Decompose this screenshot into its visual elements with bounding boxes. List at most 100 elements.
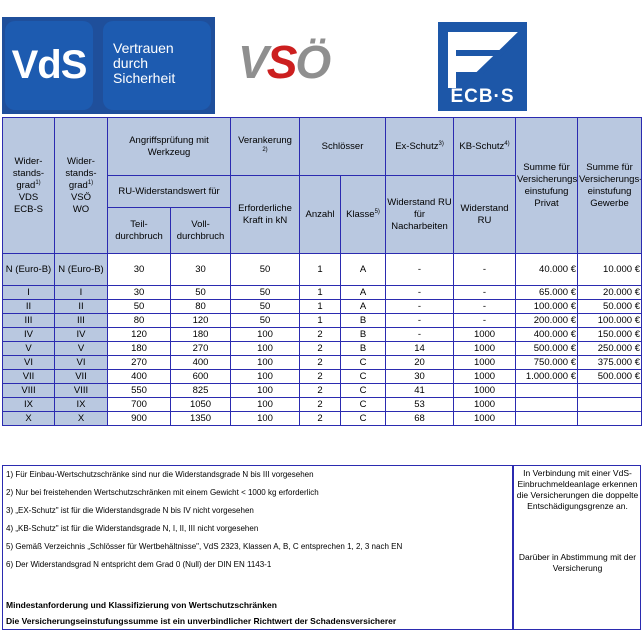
cell-klasse: C [340, 369, 387, 384]
cell-voll: 400 [169, 355, 232, 370]
cell-kb: 1000 [453, 383, 517, 398]
header-kb-schutz: KB-Schutz4) [453, 117, 517, 176]
table-row: IX IX 700 1050 100 2 C 53 1000 [2, 397, 642, 412]
cell-anzahl: 1 [299, 253, 342, 286]
table-row: II II 50 80 50 1 A - -100.000 €50.000 € [2, 299, 642, 314]
table-row: N (Euro-B) N (Euro-B) 30 30 50 1 A - -40.000 €10… [2, 253, 642, 286]
cell-anzahl: 2 [299, 327, 342, 342]
table-row: VIII VIII 550 825 100 2 C 41 1000 [2, 383, 642, 398]
cell-kraft: 50 [230, 253, 301, 286]
cell-kb: 1000 [453, 327, 517, 342]
cell-teil: 120 [107, 327, 171, 342]
cell-teil: 400 [107, 369, 171, 384]
cell-klasse: A [340, 299, 387, 314]
cell-gewerbe: 375.000 € [577, 355, 642, 370]
cell-ex: 30 [385, 369, 455, 384]
cell-teil: 50 [107, 299, 171, 314]
cell-klasse: C [340, 397, 387, 412]
header-wg-vds: Wider- stands- grad1) VDS ECB-S [2, 117, 55, 254]
cell-anzahl: 1 [299, 299, 342, 314]
cell-privat: 65.000 € [515, 285, 579, 300]
header-kraft: Erforderliche Kraft in kN [230, 175, 301, 254]
cell-vso: X [54, 411, 108, 426]
footnote-3: 3) „EX-Schutz" ist für die Widerstandsgr… [6, 506, 254, 515]
table-row: III III 80 120 50 1 B - -200.000 €100.000 € [2, 313, 642, 328]
cell-gewerbe [577, 397, 642, 412]
cell-voll: 80 [169, 299, 232, 314]
vso-logo-v: V [238, 36, 269, 88]
cell-kb: 1000 [453, 341, 517, 356]
cell-vds: X [2, 411, 55, 426]
cell-teil: 700 [107, 397, 171, 412]
header-ex-sub: Widerstand RU für Nacharbeiten [385, 175, 455, 254]
resistance-table: Wider- stands- grad1) VDS ECB-S Wider- s… [2, 117, 642, 426]
summary-title: Mindestanforderung und Klassifizierung v… [6, 600, 277, 610]
cell-klasse: A [340, 285, 387, 300]
cell-kb: - [453, 299, 517, 314]
cell-gewerbe: 50.000 € [577, 299, 642, 314]
table-row: VI VI 270 400 100 2 C 20 1000 750.000 €375.000 € [2, 355, 642, 370]
cell-vds: V [2, 341, 55, 356]
cell-ex: - [385, 299, 455, 314]
cell-kraft: 50 [230, 313, 301, 328]
cell-privat [515, 397, 579, 412]
cell-anzahl: 1 [299, 313, 342, 328]
table-row: VII VII 400 600 100 2 C 30 1000 1.000.000 €500.00… [2, 369, 642, 384]
cell-vds: VII [2, 369, 55, 384]
cell-anzahl: 2 [299, 341, 342, 356]
vds-logo: VdS Vertrauen durch Sicherheit [2, 17, 215, 114]
cell-vds: N (Euro-B) [2, 253, 55, 286]
cell-klasse: B [340, 313, 387, 328]
header-schloesser: Schlösser [299, 117, 387, 176]
cell-voll: 1350 [169, 411, 232, 426]
cell-anzahl: 2 [299, 355, 342, 370]
cell-privat: 200.000 € [515, 313, 579, 328]
cell-voll: 50 [169, 285, 232, 300]
ecbs-logo: ECB·S [438, 22, 527, 111]
cell-voll: 600 [169, 369, 232, 384]
cell-kb: - [453, 253, 517, 286]
header-gewerbe: Summe für Versicherungs-einstufung Gewer… [577, 117, 642, 254]
header-wg-vso: Wider- stands- grad1) VSÖ WO [54, 117, 108, 254]
vds-logo-mark: VdS [5, 21, 93, 110]
cell-vso: VI [54, 355, 108, 370]
table-row: IV IV 120 180 100 2 B -1000 400.000 €150.000 € [2, 327, 642, 342]
vso-logo-o: Ö [295, 36, 331, 88]
cell-anzahl: 2 [299, 369, 342, 384]
cell-gewerbe [577, 383, 642, 398]
cell-privat: 100.000 € [515, 299, 579, 314]
cell-kraft: 100 [230, 369, 301, 384]
cell-privat: 400.000 € [515, 327, 579, 342]
cell-klasse: B [340, 327, 387, 342]
cell-anzahl: 2 [299, 411, 342, 426]
cell-ex: - [385, 253, 455, 286]
cell-privat [515, 411, 579, 426]
cell-privat: 500.000 € [515, 341, 579, 356]
cell-klasse: B [340, 341, 387, 356]
cell-vso: V [54, 341, 108, 356]
cell-kraft: 100 [230, 397, 301, 412]
ecbs-logo-mark [448, 32, 522, 88]
table-row: X X 900 1350 100 2 C 68 1000 [2, 411, 642, 426]
cell-vso: III [54, 313, 108, 328]
header-angriff: Angriffsprüfung mit Werkzeug [106, 117, 232, 176]
cell-vso: IX [54, 397, 108, 412]
cell-ex: 20 [385, 355, 455, 370]
cell-kb: 1000 [453, 411, 517, 426]
cell-voll: 180 [169, 327, 232, 342]
table-row: V V 180 270 100 2 B 14 1000 500.000 €250.000 € [2, 341, 642, 356]
ecbs-logo-text: ECB·S [450, 86, 515, 107]
cell-vds: VI [2, 355, 55, 370]
cell-teil: 80 [107, 313, 171, 328]
cell-privat: 1.000.000 € [515, 369, 579, 384]
cell-kraft: 100 [230, 355, 301, 370]
cell-kraft: 100 [230, 341, 301, 356]
header-ex-schutz: Ex-Schutz3) [385, 117, 455, 176]
cell-teil: 30 [107, 253, 171, 286]
header-verankerung: Verankerung 2) [230, 117, 301, 176]
cell-vso: I [54, 285, 108, 300]
cell-vso: IV [54, 327, 108, 342]
cell-gewerbe: 20.000 € [577, 285, 642, 300]
